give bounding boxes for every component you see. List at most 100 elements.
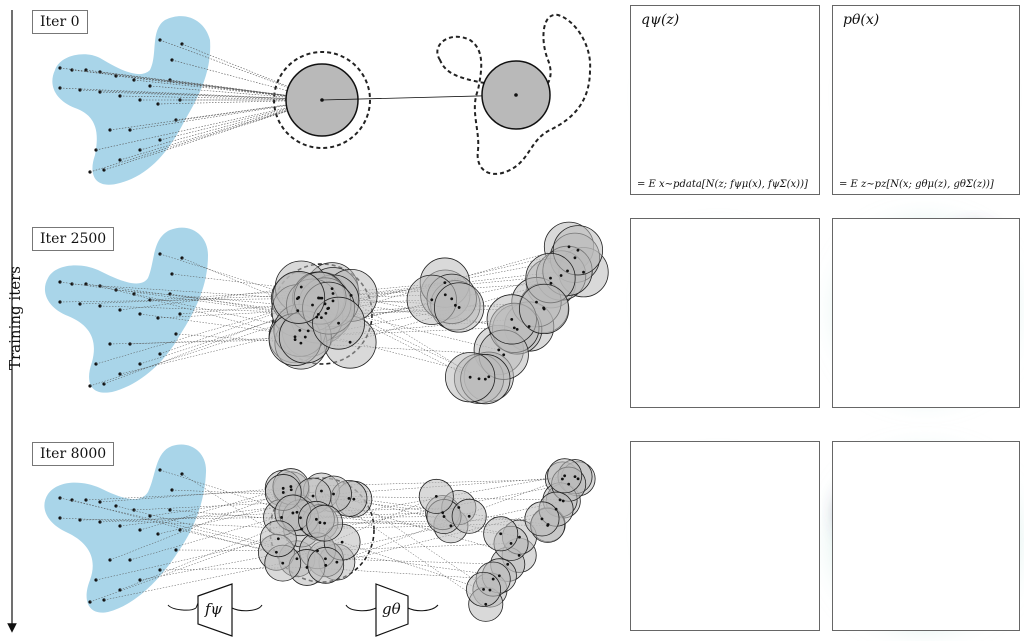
decoded-point <box>457 306 461 309</box>
decoder-block <box>345 583 439 637</box>
latent-point <box>316 312 320 316</box>
p-density-panel-row-2 <box>832 218 1020 408</box>
latent-point <box>305 566 309 569</box>
decoder-line <box>283 488 520 556</box>
decoded-point <box>454 303 457 307</box>
latent-point <box>335 560 339 564</box>
encoder-line <box>99 71 323 101</box>
decoded-point <box>434 495 438 498</box>
decoded-point <box>443 281 447 285</box>
latent-point <box>324 311 328 315</box>
latent-point <box>281 491 285 494</box>
decoded-point <box>576 477 580 481</box>
decoded-point <box>558 498 562 502</box>
encoder-line <box>169 509 320 523</box>
p-density-panel-row-1: pθ(x) = E z∼pz[N(x; gθμ(z), gθΣ(z))] <box>832 5 1020 195</box>
decoded-point <box>449 524 453 528</box>
latent-point <box>318 521 322 524</box>
data-blob-row-3 <box>44 444 207 613</box>
decoder-line <box>342 541 484 590</box>
decoded-point <box>561 477 564 481</box>
encoder-line <box>103 562 283 601</box>
decoded-point <box>477 377 481 381</box>
latent-point <box>352 497 356 501</box>
decoded-point <box>567 245 571 249</box>
latent-point <box>280 516 283 519</box>
decoder-line <box>333 476 576 495</box>
encoder-line <box>85 489 292 501</box>
encoder-line <box>119 99 323 161</box>
iter-label-row-1: Iter 0 <box>32 10 88 34</box>
latent-point <box>303 335 307 339</box>
latent-point <box>324 563 328 567</box>
latent-point <box>316 549 319 553</box>
latent-point <box>319 316 323 320</box>
decoded-point <box>483 377 487 381</box>
latent-point <box>349 293 353 297</box>
decoded-point <box>546 524 550 527</box>
latent-point <box>327 306 330 310</box>
data-blob-row-1 <box>52 16 211 185</box>
decoder-line <box>327 308 499 351</box>
decoded-point <box>518 535 521 539</box>
encoder-line <box>95 99 323 151</box>
latent-point <box>330 287 334 290</box>
latent-point <box>289 488 293 492</box>
decoded-point <box>573 256 577 260</box>
q-density-title: qψ(z) <box>641 12 680 28</box>
encoder-line <box>119 517 301 591</box>
encoder-line <box>159 297 319 355</box>
decoded-point <box>582 270 585 274</box>
latent-point <box>299 341 303 345</box>
decoded-point <box>443 293 447 297</box>
latent-point <box>337 321 340 325</box>
decoded-point <box>549 281 553 285</box>
latent-point <box>296 309 300 313</box>
encoder-line <box>99 488 284 503</box>
iter-label-row-3: Iter 8000 <box>32 442 115 466</box>
encoder-line <box>181 43 323 101</box>
p-density-formula: = E z∼pz[N(x; gθμ(z), gθΣ(z))] <box>839 179 994 190</box>
decoded-point <box>487 375 491 379</box>
encoder-line <box>119 286 302 311</box>
latent-point <box>274 550 278 554</box>
latent-point <box>340 540 344 544</box>
encoder-line <box>139 313 351 343</box>
latent-point <box>276 537 280 541</box>
encoder-line <box>59 517 302 530</box>
latent-point <box>298 328 302 332</box>
decoded-point <box>561 499 565 503</box>
decoded-point <box>506 562 510 566</box>
p-density-title: pθ(x) <box>843 12 880 28</box>
encoder-line <box>159 567 307 571</box>
decoded-point <box>573 475 577 479</box>
encoder-line <box>109 492 284 561</box>
decoded-point <box>509 541 513 545</box>
decoded-point <box>488 588 492 592</box>
decoded-point <box>450 297 454 301</box>
decoded-point <box>482 587 485 591</box>
latent-point <box>291 511 295 515</box>
latent-point <box>299 285 303 289</box>
decoded-point <box>441 511 445 514</box>
latent-point <box>295 557 299 561</box>
decoded-point <box>566 269 569 273</box>
encoder-line <box>99 91 323 101</box>
encoder-label: fψ <box>205 600 223 618</box>
latent-point <box>347 496 351 500</box>
decoded-point <box>491 577 495 581</box>
decoded-point <box>540 517 544 521</box>
decoded-point <box>430 298 434 302</box>
decoded-point <box>542 307 546 311</box>
decoder-label: gθ <box>382 600 401 618</box>
encoder-line <box>79 89 323 101</box>
latent-point <box>314 517 318 521</box>
latent-point <box>293 338 297 341</box>
decoded-point <box>559 274 563 277</box>
latent-point <box>320 489 323 493</box>
latent-point <box>318 296 322 300</box>
latent-point <box>299 516 302 520</box>
p-density-panel-row-3 <box>832 441 1020 631</box>
decoded-point <box>535 300 538 304</box>
encoder-line <box>103 99 323 171</box>
